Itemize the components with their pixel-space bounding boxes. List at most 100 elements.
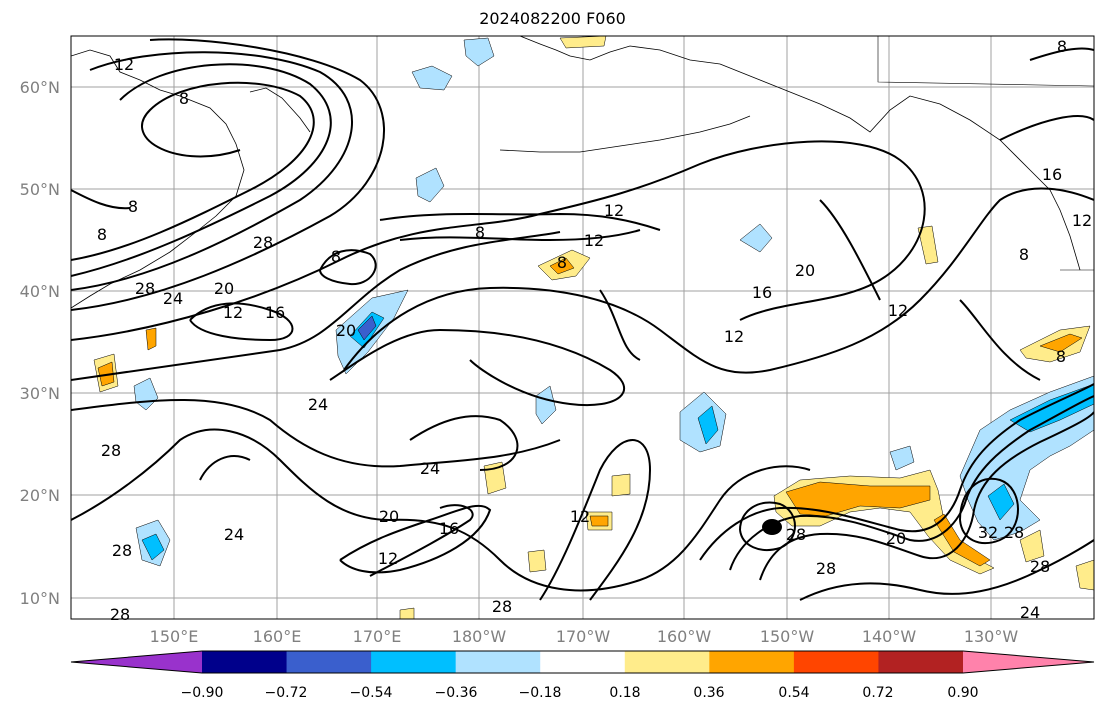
contour-label: 20 <box>214 279 234 298</box>
contour-line <box>339 504 492 574</box>
colorbar-segment <box>540 651 626 673</box>
lat-tick-label: 40°N <box>20 282 60 301</box>
contour-label: 28 <box>1030 557 1050 576</box>
contour-label: 8 <box>557 253 567 272</box>
shade-negative <box>535 385 557 425</box>
map-frame <box>70 35 1095 620</box>
shade-negative <box>357 315 377 341</box>
colorbar-label: −0.18 <box>519 685 562 701</box>
contour-label: 24 <box>163 289 183 308</box>
contour-label: 8 <box>475 223 485 242</box>
contour-label: 28 <box>101 441 121 460</box>
colorbar-segment <box>963 651 1094 673</box>
lon-tick-label: 170°W <box>556 627 611 646</box>
contour-label: 12 <box>114 55 134 74</box>
contour-line <box>379 212 661 231</box>
lat-tick-label: 50°N <box>20 180 60 199</box>
contour-line <box>199 455 251 481</box>
contour-line <box>71 51 354 291</box>
lon-tick-label: 160°E <box>253 627 302 646</box>
map-title: 2024082200 F060 <box>479 9 626 28</box>
colorbar-segment <box>202 651 288 673</box>
contour-line <box>399 229 641 242</box>
contour-label: 12 <box>724 327 744 346</box>
shade-positive <box>1019 529 1045 563</box>
shade-positive <box>917 225 939 265</box>
colorbar-label: 0.54 <box>778 685 809 701</box>
contour-label: 12 <box>570 507 590 526</box>
lon-tick-label: 150°E <box>150 627 199 646</box>
contour-line <box>739 501 796 551</box>
contour-label: 28 <box>112 541 132 560</box>
aleutian-chain <box>499 115 751 153</box>
colorbar-label: 0.18 <box>609 685 640 701</box>
contour-label: 24 <box>224 525 244 544</box>
contour-label: 28 <box>786 525 806 544</box>
shade-negative <box>415 167 445 203</box>
contour-label: 20 <box>795 261 815 280</box>
contour-line <box>71 399 561 468</box>
shade-negative <box>987 483 1015 521</box>
shade-positive <box>1075 559 1094 591</box>
colorbar-outline <box>70 650 1095 674</box>
lat-tick-label: 60°N <box>20 78 60 97</box>
colorbar-segment <box>455 651 541 673</box>
colorbar-segment <box>371 651 457 673</box>
contour-line <box>959 299 1041 381</box>
colorbar-segment <box>71 651 202 673</box>
colorbar-label: −0.72 <box>265 685 308 701</box>
contour-label: 20 <box>886 529 906 548</box>
contour-label: 12 <box>378 549 398 568</box>
colorbar-segment <box>624 651 710 673</box>
colorbar-label: −0.36 <box>435 685 478 701</box>
colorbar-segments <box>71 651 1094 673</box>
contour-label: 8 <box>1057 37 1067 56</box>
lat-tick-labels: 60°N 50°N 40°N 30°N 20°N 10°N <box>20 78 60 608</box>
colorbar-segment <box>709 651 795 673</box>
contour-line <box>329 328 625 407</box>
shade-positive <box>399 607 415 619</box>
coastline-asia <box>71 49 245 309</box>
coastline-alaska-canada <box>719 63 1081 271</box>
shade-positive <box>611 473 631 497</box>
shade-positive <box>145 327 157 351</box>
lon-tick-labels: 150°E 160°E 170°E 180°W 170°W 160°W 150°… <box>150 627 1019 646</box>
colorbar-label: −0.54 <box>350 685 393 701</box>
contour-label: 32 <box>978 523 998 542</box>
contour-label: 28 <box>253 233 273 252</box>
shade-negative <box>697 405 719 445</box>
contour-label: 28 <box>135 279 155 298</box>
contour-label: 8 <box>331 247 341 266</box>
contour-label: 8 <box>1056 347 1066 366</box>
contour-label: 12 <box>604 201 624 220</box>
colorbar-segment <box>878 651 964 673</box>
lat-tick-label: 20°N <box>20 486 60 505</box>
contour-line <box>1029 47 1094 61</box>
contour-lines <box>71 38 1094 601</box>
contour-line <box>819 199 881 301</box>
shade-negative <box>411 65 453 91</box>
contour-line <box>189 302 294 342</box>
contour-line <box>759 411 1094 581</box>
contour-label: 12 <box>1072 211 1092 230</box>
contour-label: 8 <box>97 225 107 244</box>
contour-label: 24 <box>308 395 328 414</box>
shade-negative <box>739 223 773 253</box>
shade-negative <box>1009 383 1094 433</box>
contour-closed-center <box>762 519 782 535</box>
lat-tick-label: 10°N <box>20 589 60 608</box>
shade-positive <box>527 549 547 573</box>
contour-line <box>699 383 1094 561</box>
contour-label: 28 <box>816 559 836 578</box>
contour-line <box>409 415 519 471</box>
colorbar-label: 0.36 <box>693 685 724 701</box>
contour-line <box>71 38 385 311</box>
colorbar-label: −0.90 <box>181 685 224 701</box>
contour-label: 8 <box>179 89 189 108</box>
contour-line <box>71 140 926 341</box>
border-canada <box>877 36 1094 87</box>
contour-label: 24 <box>1020 603 1040 622</box>
contour-line <box>729 395 1094 571</box>
shade-positive <box>589 515 609 527</box>
contour-line <box>999 115 1094 141</box>
